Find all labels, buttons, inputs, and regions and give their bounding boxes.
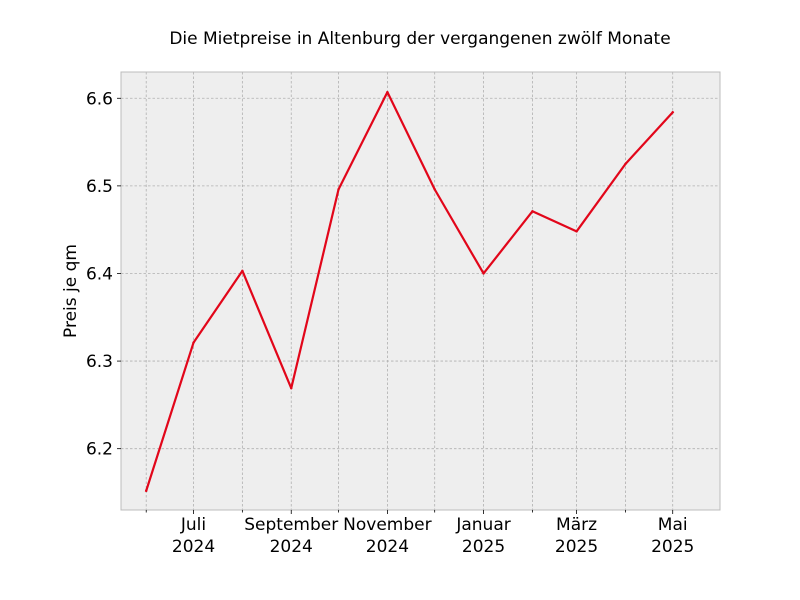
y-tick-label: 6.3 bbox=[86, 352, 113, 372]
data-point bbox=[624, 162, 627, 166]
data-point bbox=[575, 230, 578, 233]
data-point bbox=[531, 210, 534, 213]
y-tick-label: 6.6 bbox=[86, 89, 113, 109]
series-layer bbox=[144, 90, 675, 493]
x-tick-label-month: September bbox=[244, 515, 338, 535]
data-point bbox=[192, 341, 195, 344]
x-tick-label: Januar 2025 bbox=[455, 515, 510, 557]
plot-area bbox=[121, 72, 720, 510]
data-point bbox=[241, 269, 244, 273]
chart-title: Die Mietpreise in Altenburg der vergange… bbox=[169, 29, 670, 49]
series-line bbox=[144, 91, 675, 493]
x-tick-label-month: März bbox=[556, 515, 597, 535]
x-tick-label: November 2024 bbox=[343, 515, 431, 557]
data-point bbox=[482, 272, 485, 275]
data-point bbox=[145, 489, 148, 492]
x-tick-label-year: 2025 bbox=[555, 537, 598, 557]
plot-frame bbox=[120, 71, 721, 511]
x-tick-label: September 2024 bbox=[244, 515, 338, 557]
x-tick-label: Juli 2024 bbox=[172, 515, 215, 557]
x-tick-label-year: 2025 bbox=[651, 537, 694, 557]
y-tick-label: 6.5 bbox=[86, 177, 113, 197]
data-point bbox=[290, 387, 293, 390]
x-tick-label-year: 2024 bbox=[172, 537, 215, 557]
x-tick-label-year: 2024 bbox=[366, 537, 409, 557]
x-tick-label-month: November bbox=[343, 515, 431, 535]
x-tick-label-month: Juli bbox=[180, 515, 206, 535]
data-point bbox=[386, 90, 389, 94]
y-tick-label: 6.2 bbox=[86, 440, 113, 460]
x-tick-label-year: 2024 bbox=[270, 537, 313, 557]
x-tick-label: Mai 2025 bbox=[651, 515, 694, 557]
x-tick-label: März 2025 bbox=[555, 515, 598, 557]
x-tick-label-month: Mai bbox=[658, 515, 688, 535]
x-tick-label-month: Januar bbox=[455, 515, 510, 535]
x-tick-label-year: 2025 bbox=[462, 537, 505, 557]
grid bbox=[121, 72, 720, 510]
y-axis-label: Preis je qm bbox=[61, 244, 81, 338]
data-point bbox=[433, 188, 436, 191]
y-axis: 6.2 6.3 6.4 6.5 6.6 bbox=[86, 89, 121, 460]
y-tick-label: 6.4 bbox=[86, 264, 113, 284]
data-point bbox=[337, 188, 340, 191]
data-point bbox=[671, 111, 674, 114]
